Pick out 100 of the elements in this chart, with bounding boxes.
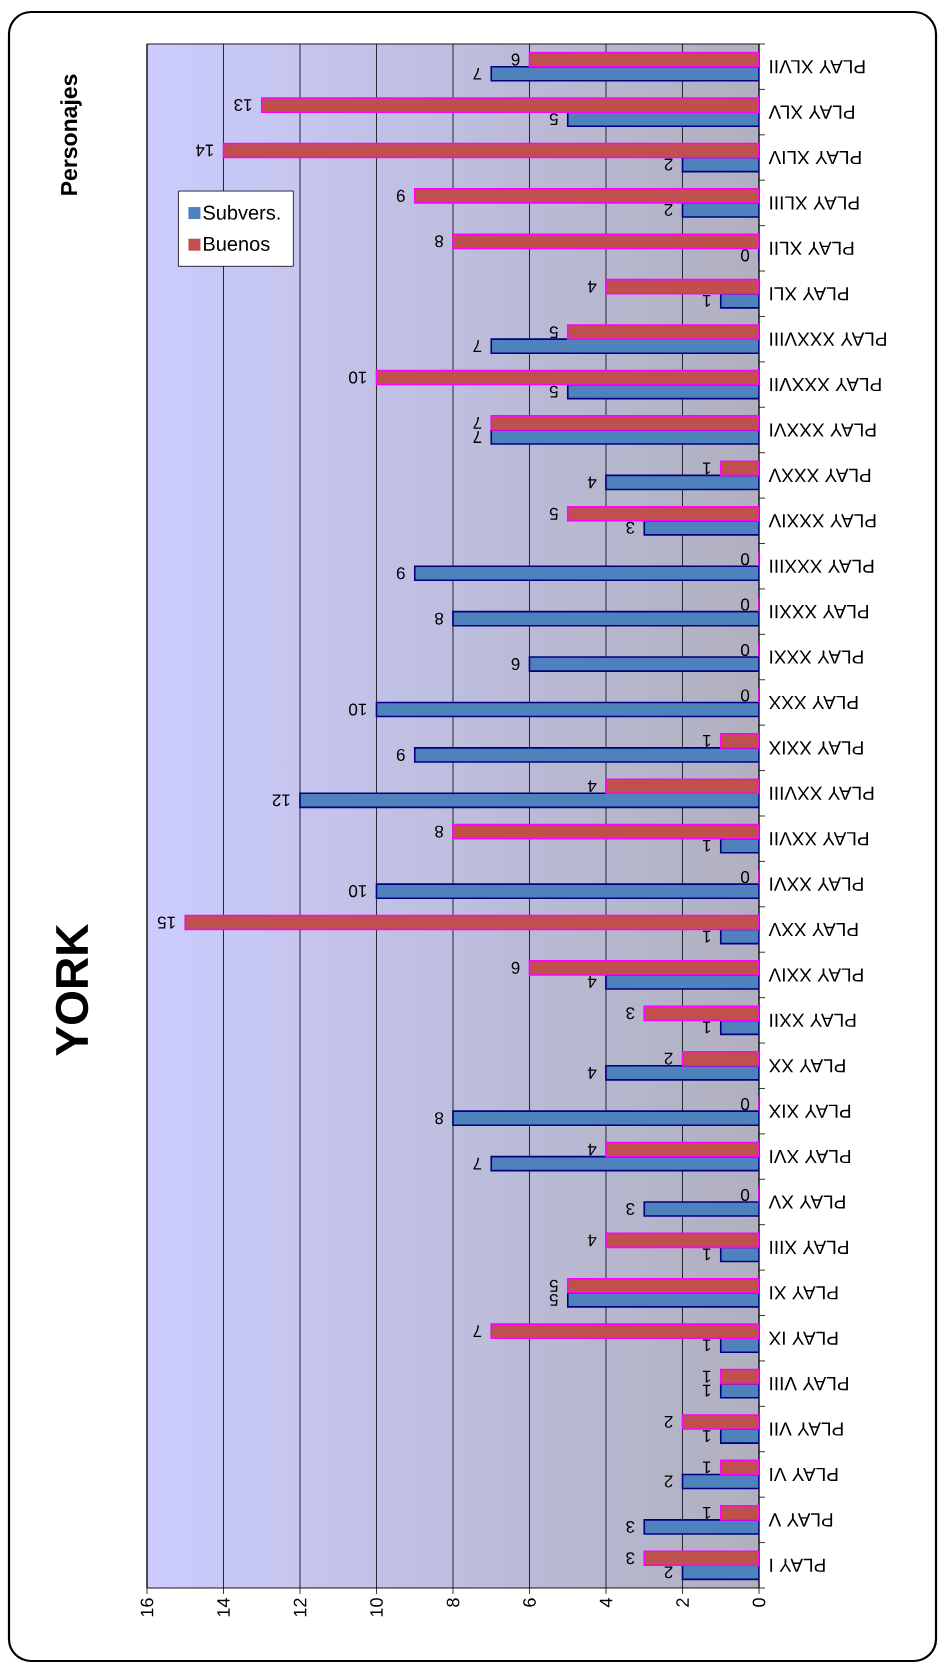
data-label: 9 (396, 189, 405, 202)
data-label: 4 (587, 1234, 597, 1247)
y-tick-label: PLAY XXVI (770, 877, 863, 891)
bar (184, 914, 759, 931)
data-label: 3 (626, 521, 635, 534)
data-label: 8 (435, 235, 444, 248)
y-tick-label: PLAY XLII (770, 241, 854, 255)
x-tick-label: 10 (370, 1598, 383, 1617)
x-tick-label: 14 (217, 1598, 230, 1617)
data-label: 5 (549, 326, 558, 339)
data-label: 14 (195, 144, 213, 157)
data-label: 7 (473, 67, 482, 80)
data-label: 0 (741, 553, 750, 566)
data-label: 4 (587, 780, 597, 793)
data-label: 0 (741, 643, 750, 657)
data-label: 3 (626, 1552, 635, 1565)
data-label: 2 (664, 158, 673, 171)
data-label: 1 (702, 839, 711, 852)
y-tick-label: PLAY XXXV (768, 468, 871, 482)
data-label: 4 (587, 1066, 597, 1079)
bar (566, 383, 759, 400)
y-tick-label: PLAY XXX (768, 695, 858, 709)
x-tick-label: 0 (752, 1598, 766, 1607)
y-tick-label: PLAY VIII (770, 1377, 848, 1391)
bar (413, 565, 759, 582)
data-label: 1 (702, 1384, 711, 1397)
text: YORK (55, 923, 89, 1056)
data-label: 7 (473, 417, 482, 429)
y-tick-label: PLAY XVI (770, 1150, 851, 1164)
bar (528, 51, 759, 68)
bar (681, 1564, 759, 1581)
y-tick-label: PLAY XX (768, 1059, 845, 1073)
y-tick-label: PLAY XIII (770, 1240, 848, 1254)
y-tick-label: PLAY VI (770, 1467, 838, 1481)
bar (375, 369, 759, 386)
data-label: 5 (549, 507, 558, 520)
y-tick-label: PLAY XXXII (770, 605, 869, 619)
data-label: 2 (664, 1416, 673, 1428)
data-label: 1 (702, 1248, 711, 1261)
y-tick-label: PLAY XLVII (770, 60, 865, 74)
data-label: 2 (664, 1566, 673, 1579)
bar (681, 1473, 759, 1490)
data-label: 4 (587, 280, 597, 293)
x-tick-label: 8 (446, 1598, 460, 1607)
data-label: 1 (702, 1506, 711, 1519)
bar (452, 610, 759, 627)
bar (375, 701, 759, 718)
data-label: 0 (741, 598, 750, 611)
data-label: 15 (157, 916, 175, 929)
y-tick-label: PLAY XXXVI (770, 423, 876, 437)
y-tick-label: PLAY XXXIV (768, 514, 876, 528)
bar (681, 156, 759, 173)
y-tick-label: PLAY XXXI (770, 650, 863, 664)
data-label: 13 (234, 99, 252, 112)
legend-label: Buenos (204, 237, 270, 252)
y-tick-label: PLAY XIX (768, 1104, 851, 1118)
data-label: 7 (473, 340, 482, 353)
y-tick-label: PLAY XLIV (768, 150, 861, 165)
data-label: 4 (587, 476, 597, 489)
data-label: 2 (664, 204, 673, 216)
y-tick-label: PLAY IX (768, 1331, 838, 1345)
bar (605, 278, 759, 295)
y-tick-label: PLAY XXV (768, 922, 858, 937)
y-tick-label: PLAY V (768, 1513, 833, 1527)
data-label: 0 (741, 1188, 750, 1201)
data-label: 7 (473, 1157, 482, 1170)
data-label: 3 (626, 1520, 635, 1533)
data-label: 0 (741, 249, 750, 262)
bar (299, 792, 759, 809)
data-label: 12 (272, 794, 290, 807)
data-label: 5 (549, 1279, 558, 1292)
data-label: 1 (702, 294, 711, 307)
data-label: 10 (349, 885, 366, 898)
bar (681, 1050, 759, 1067)
y-tick-label: PLAY XLIII (770, 196, 859, 210)
y-tick-label: PLAY XXII (770, 1013, 856, 1027)
data-label: 3 (626, 1007, 635, 1020)
y-tick-label: PLAY VII (770, 1422, 843, 1436)
data-label: 3 (626, 1203, 635, 1216)
data-label: 0 (741, 1098, 750, 1111)
y-tick-label: PLAY XI (770, 1286, 838, 1300)
text: Personajes (60, 74, 82, 195)
data-label: 1 (702, 734, 711, 747)
data-label: 6 (511, 53, 520, 66)
data-label: 6 (511, 658, 520, 671)
data-label: 8 (435, 1112, 444, 1125)
y-tick-label: PLAY XXVIII (770, 786, 874, 800)
data-label: 9 (396, 567, 405, 580)
data-label: 8 (435, 825, 444, 838)
bar (490, 65, 759, 82)
data-label: 0 (741, 871, 750, 884)
data-label: 9 (396, 748, 405, 761)
y-tick-label: PLAY XLV (768, 105, 854, 119)
y-tick-label: PLAY XXXIII (770, 559, 874, 573)
data-label: 8 (435, 612, 444, 625)
y-tick-label: PLAY XXXVII (770, 378, 881, 392)
bar (605, 474, 759, 491)
bar (643, 1005, 759, 1022)
data-label: 10 (349, 703, 366, 716)
x-tick-label: 2 (676, 1598, 689, 1607)
